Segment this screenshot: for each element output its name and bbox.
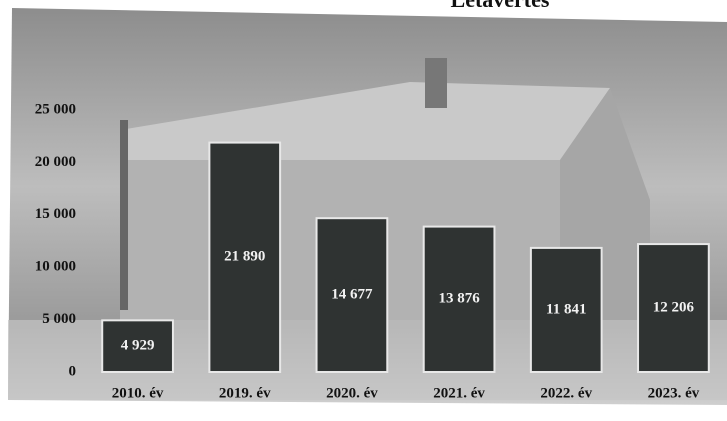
x-tick-label: 2019. év	[219, 385, 271, 401]
y-tick-label: 5 000	[42, 311, 76, 327]
value-label: 4 929	[121, 338, 155, 354]
y-tick-label: 25 000	[35, 101, 76, 117]
value-label: 21 890	[224, 249, 265, 265]
value-label: 13 876	[438, 291, 480, 307]
x-tick-label: 2010. év	[112, 385, 164, 401]
y-tick-label: 0	[69, 363, 77, 379]
x-tick-label: 2021. év	[433, 385, 485, 401]
x-tick-label: 2023. év	[648, 385, 700, 401]
value-label: 11 841	[546, 301, 586, 317]
chart: Létavértes 0 5 000 10 000 15 000 20 000 25 00…	[0, 0, 727, 421]
y-tick-label: 20 000	[35, 154, 76, 170]
chart-title: Létavértes	[451, 0, 550, 12]
value-label: 12 206	[653, 299, 695, 315]
x-tick-label: 2020. év	[326, 385, 378, 401]
y-tick-label: 10 000	[35, 259, 76, 275]
value-label: 14 677	[331, 287, 373, 303]
y-tick-label: 15 000	[35, 206, 76, 222]
x-tick-label: 2022. év	[540, 385, 592, 401]
